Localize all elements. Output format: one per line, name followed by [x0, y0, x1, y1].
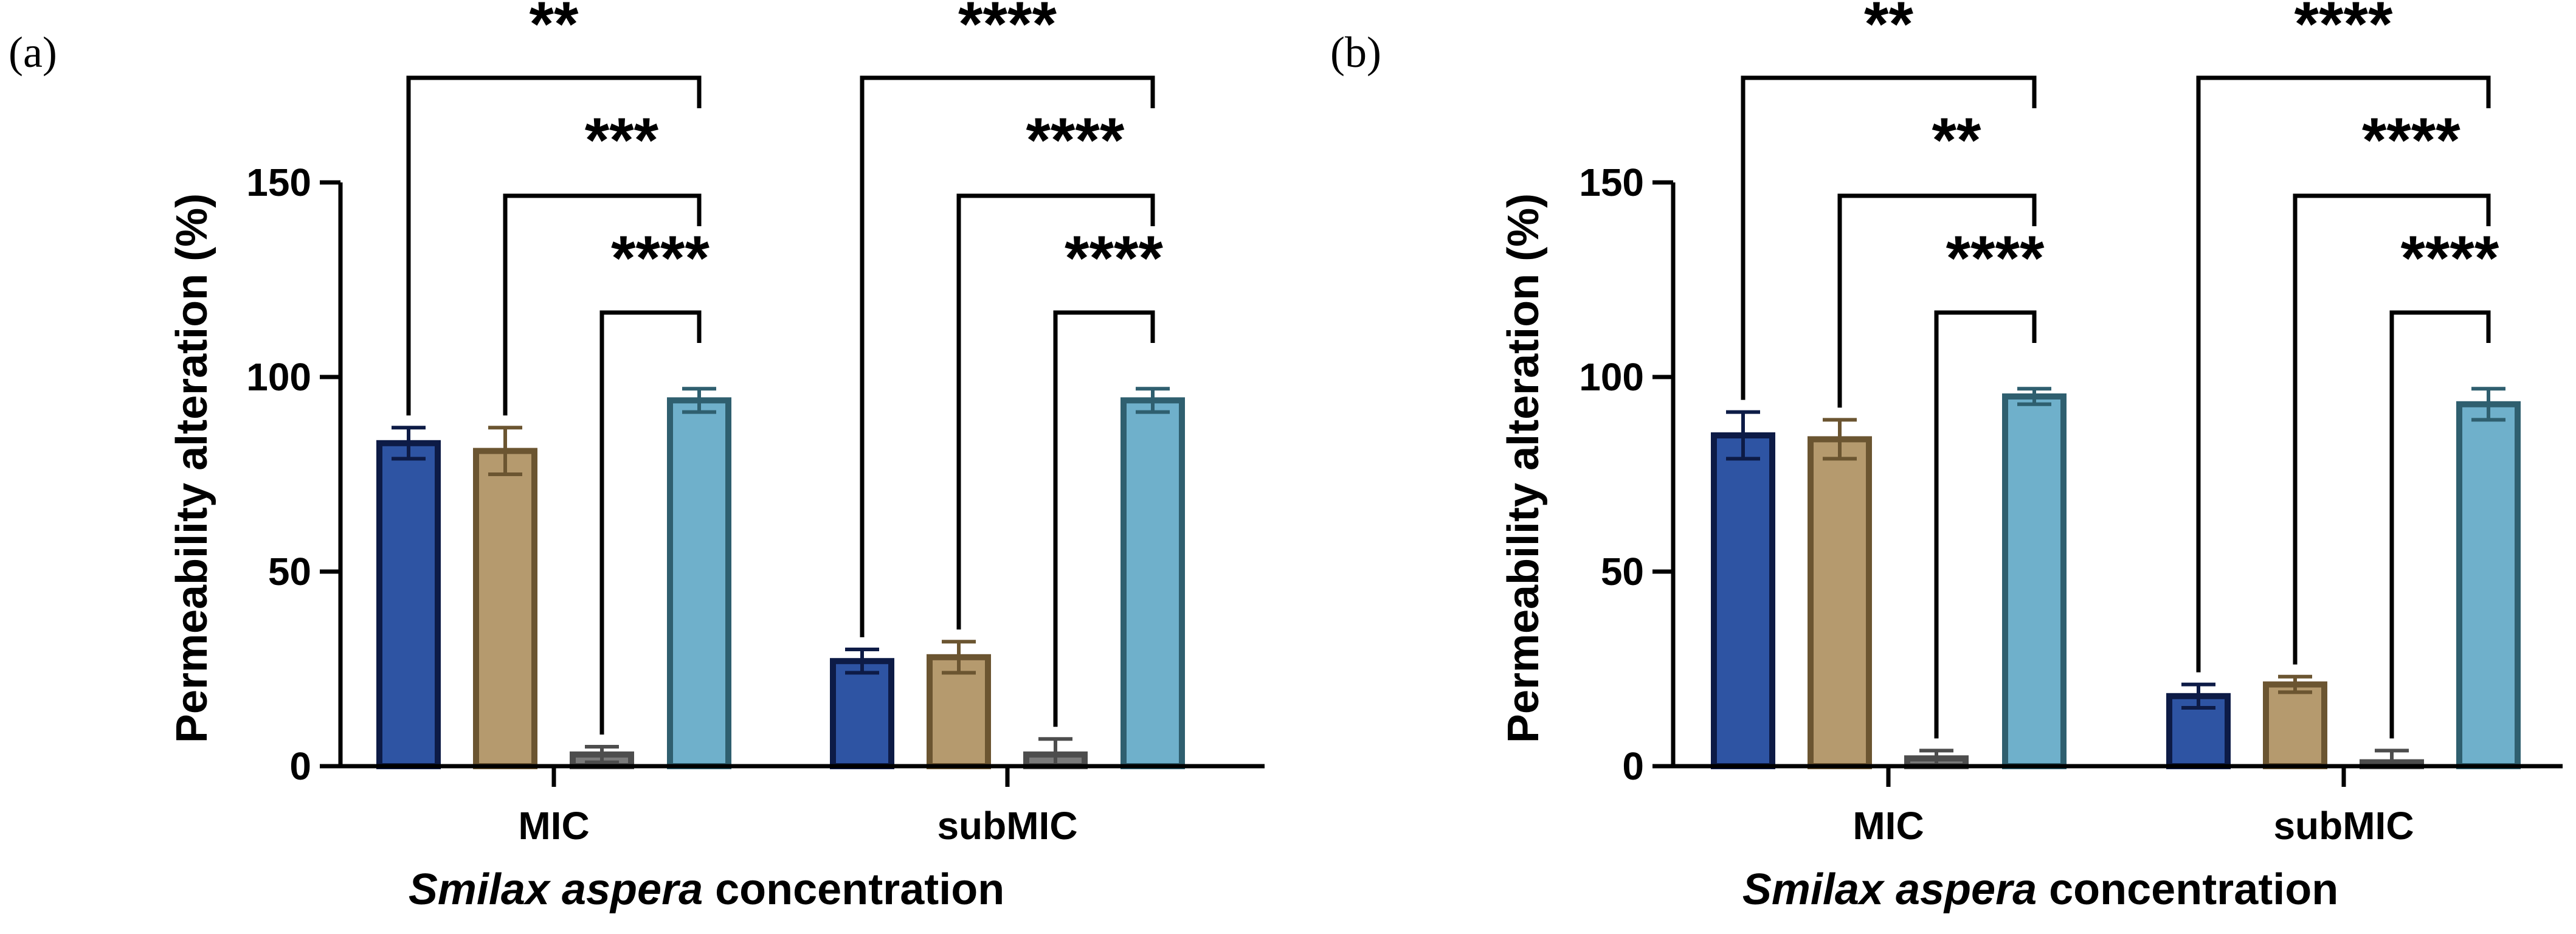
- bar-series-2-submic: [2263, 681, 2327, 769]
- x-tick-label-mic: MIC: [1853, 804, 1924, 848]
- significance-stars: ****: [1065, 223, 1163, 294]
- y-axis-title: Permeability alteration (%): [168, 193, 216, 743]
- significance-bracket: [406, 75, 702, 416]
- bar-series-4-submic: [2456, 401, 2521, 769]
- x-axis-title-italic: Smilax aspera: [1742, 865, 2037, 914]
- panel-b: (b) Permeability alteration (%) Smilax a…: [1330, 0, 2563, 914]
- significance-bracket: [956, 193, 1155, 630]
- x-axis-title-italic: Smilax aspera: [409, 865, 703, 914]
- x-axis-title-rest: concentration: [703, 865, 1004, 914]
- significance-stars: ***: [585, 105, 659, 176]
- y-tick-label: 100: [246, 355, 311, 399]
- y-tick-label: 150: [246, 161, 311, 204]
- bar-series-4-mic: [667, 397, 731, 769]
- x-tick-label-submic: subMIC: [2273, 804, 2414, 848]
- bar-series-4-submic: [1121, 397, 1185, 769]
- x-axis-title: Smilax aspera concentration: [409, 865, 1004, 914]
- panel-label: (a): [9, 28, 57, 77]
- y-tick-label: 0: [289, 744, 311, 788]
- significance-bracket: [1837, 193, 2037, 408]
- x-tick-label-mic: MIC: [518, 804, 589, 848]
- significance-bracket: [503, 193, 702, 416]
- significance-stars: ****: [1026, 105, 1124, 176]
- significance-bracket: [1053, 310, 1155, 727]
- panel-a: (a) Permeability alteration (%) Smilax a…: [9, 0, 1265, 914]
- panel-label: (b): [1330, 28, 1381, 77]
- significance-stars: ****: [2295, 0, 2393, 60]
- significance-bracket: [2389, 310, 2491, 739]
- bar-series-2-mic: [473, 448, 537, 769]
- bar-series-4-mic: [2002, 393, 2067, 769]
- y-axis-title: Permeability alteration (%): [1499, 193, 1548, 743]
- significance-bracket: [1934, 310, 2037, 739]
- significance-bracket: [860, 75, 1155, 637]
- significance-stars: **: [1864, 0, 1913, 60]
- significance-stars: **: [530, 0, 579, 60]
- significance-bracket: [599, 310, 702, 735]
- significance-bracket: [2196, 75, 2491, 673]
- x-tick-label-submic: subMIC: [937, 804, 1077, 848]
- significance-bracket: [2293, 193, 2491, 665]
- x-axis-title-rest: concentration: [2037, 865, 2338, 914]
- significance-stars: **: [1932, 105, 1981, 176]
- bar-series-1-mic: [1711, 432, 1775, 769]
- bar-series-2-mic: [1808, 436, 1872, 769]
- significance-stars: ****: [1946, 223, 2045, 294]
- significance-stars: ****: [2400, 223, 2499, 294]
- significance-bracket: [1741, 75, 2037, 400]
- y-tick-label: 100: [1579, 355, 1644, 399]
- x-axis-title: Smilax aspera concentration: [1742, 865, 2338, 914]
- y-tick-label: 150: [1579, 161, 1644, 204]
- y-tick-label: 50: [268, 550, 311, 593]
- y-tick-label: 50: [1601, 550, 1644, 593]
- significance-stars: ****: [958, 0, 1057, 60]
- y-tick-label: 0: [1622, 744, 1644, 788]
- bar-series-1-submic: [830, 658, 894, 769]
- bar-series-1-mic: [376, 440, 441, 769]
- significance-stars: ****: [2362, 105, 2460, 176]
- significance-stars: ****: [611, 223, 710, 294]
